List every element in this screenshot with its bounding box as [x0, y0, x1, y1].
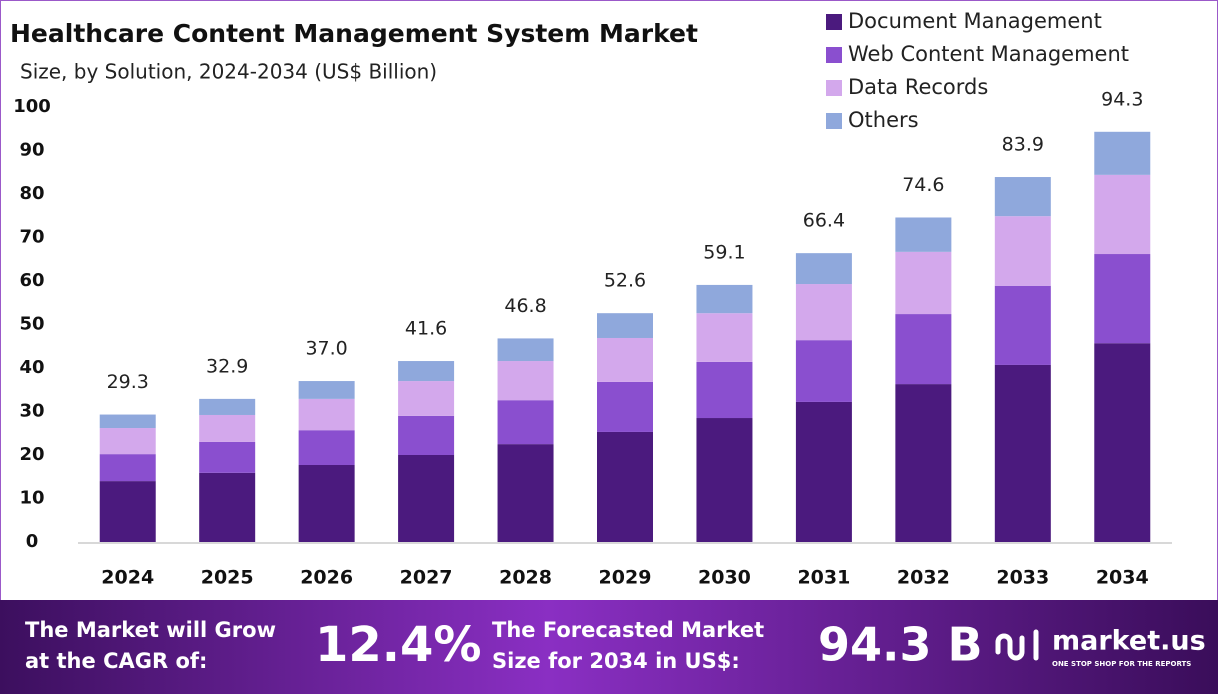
y-tick-label: 60	[19, 270, 44, 291]
cagr-text: The Market will Grow	[25, 618, 276, 642]
bar-segment	[398, 455, 455, 542]
total-label: 66.4	[803, 210, 845, 232]
bar-segment	[1094, 254, 1151, 344]
bar-segment	[994, 285, 1051, 365]
x-tick-label: 2027	[400, 567, 453, 589]
bar-segment	[497, 444, 554, 542]
x-tick-label: 2033	[996, 567, 1049, 589]
bar-segment	[1094, 174, 1151, 255]
bar-segment	[99, 454, 156, 482]
x-tick-label: 2024	[101, 567, 154, 589]
bar-segment	[497, 338, 554, 362]
bar-segment	[696, 418, 753, 542]
bar-segment	[1094, 131, 1151, 175]
forecast-value: 94.3 B	[818, 618, 983, 672]
bar-segment	[795, 253, 852, 285]
y-tick-label: 30	[19, 401, 44, 422]
bar-segment	[795, 340, 852, 402]
x-tick-label: 2032	[897, 567, 950, 589]
forecast-text: Size for 2034 in US$:	[492, 649, 740, 673]
total-label: 29.3	[107, 371, 149, 393]
bar-segment	[298, 381, 355, 399]
y-tick-label: 50	[19, 314, 44, 335]
y-tick-label: 80	[19, 183, 44, 204]
total-label: 59.1	[703, 241, 745, 263]
bar-segment	[895, 314, 952, 385]
bar-segment	[497, 361, 554, 401]
legend: Document Management Web Content Managemen…	[826, 9, 1129, 132]
y-tick-label: 0	[26, 531, 39, 552]
legend-swatch	[826, 47, 842, 63]
total-label: 94.3	[1101, 88, 1143, 110]
y-tick-label: 100	[13, 96, 51, 117]
bar-segment	[696, 284, 753, 314]
cagr-text: at the CAGR of:	[25, 649, 207, 673]
footer-banner	[0, 600, 1218, 694]
y-tick-label: 20	[19, 444, 44, 465]
total-label: 37.0	[305, 338, 347, 360]
cagr-value: 12.4%	[315, 617, 482, 673]
y-tick-label: 90	[19, 140, 44, 161]
bar-segment	[298, 430, 355, 466]
bar-segment	[994, 177, 1051, 217]
x-tick-label: 2030	[698, 567, 751, 589]
y-tick-label: 40	[19, 357, 44, 378]
bar-segment	[597, 431, 653, 542]
bar-segment	[199, 441, 256, 473]
bar-segment	[994, 216, 1051, 286]
bar-segment	[597, 313, 653, 338]
total-label: 32.9	[206, 355, 248, 377]
x-tick-label: 2029	[599, 567, 652, 589]
legend-swatch	[826, 80, 842, 96]
legend-swatch	[826, 14, 842, 30]
bar-segment	[199, 398, 256, 415]
bar-segment	[895, 251, 952, 315]
total-label: 41.6	[405, 318, 447, 340]
bar-segment	[298, 465, 355, 542]
brand-logo	[995, 629, 1039, 661]
legend-label: Document Management	[848, 9, 1102, 33]
bar-segment	[398, 381, 455, 416]
forecast-text: The Forecasted Market	[492, 618, 764, 642]
bar-segment	[99, 414, 156, 429]
bar-segment	[199, 472, 256, 542]
bar-segment	[696, 361, 753, 419]
bar-segment	[99, 428, 156, 455]
x-tick-label: 2034	[1096, 567, 1149, 589]
total-label: 74.6	[902, 174, 944, 196]
total-label: 52.6	[604, 270, 646, 292]
bar-segment	[795, 284, 852, 341]
bar-segment	[696, 313, 753, 362]
brand: market.us	[1052, 626, 1206, 657]
legend-label: Others	[848, 108, 919, 132]
bar-segment	[994, 364, 1051, 542]
bar-segment	[895, 384, 952, 542]
bar-segment	[497, 400, 554, 445]
x-tick-label: 2028	[499, 567, 552, 589]
legend-swatch	[826, 113, 842, 129]
bar-segment	[398, 361, 455, 382]
bar-segment	[398, 415, 455, 455]
bar-segment	[99, 481, 156, 542]
bar-segment	[597, 337, 653, 382]
bar-segment	[199, 414, 256, 442]
bar-segment	[1094, 343, 1151, 542]
y-tick-label: 70	[19, 227, 44, 248]
x-tick-label: 2025	[201, 567, 254, 589]
bar-segment	[895, 217, 952, 252]
legend-label: Data Records	[848, 75, 988, 99]
chart-title: Healthcare Content Management System Mar…	[10, 19, 698, 48]
bar-segment	[597, 381, 653, 432]
x-tick-label: 2026	[300, 567, 353, 589]
tagline: ONE STOP SHOP FOR THE REPORTS	[1052, 660, 1191, 668]
total-label: 83.9	[1002, 134, 1044, 156]
legend-label: Web Content Management	[848, 42, 1129, 66]
total-label: 46.8	[504, 295, 546, 317]
chart-subtitle: Size, by Solution, 2024-2034 (US$ Billio…	[20, 60, 437, 84]
bar-segment	[795, 401, 852, 542]
y-tick-label: 10	[19, 488, 44, 509]
x-tick-label: 2031	[797, 567, 850, 589]
bar-segment	[298, 398, 355, 431]
